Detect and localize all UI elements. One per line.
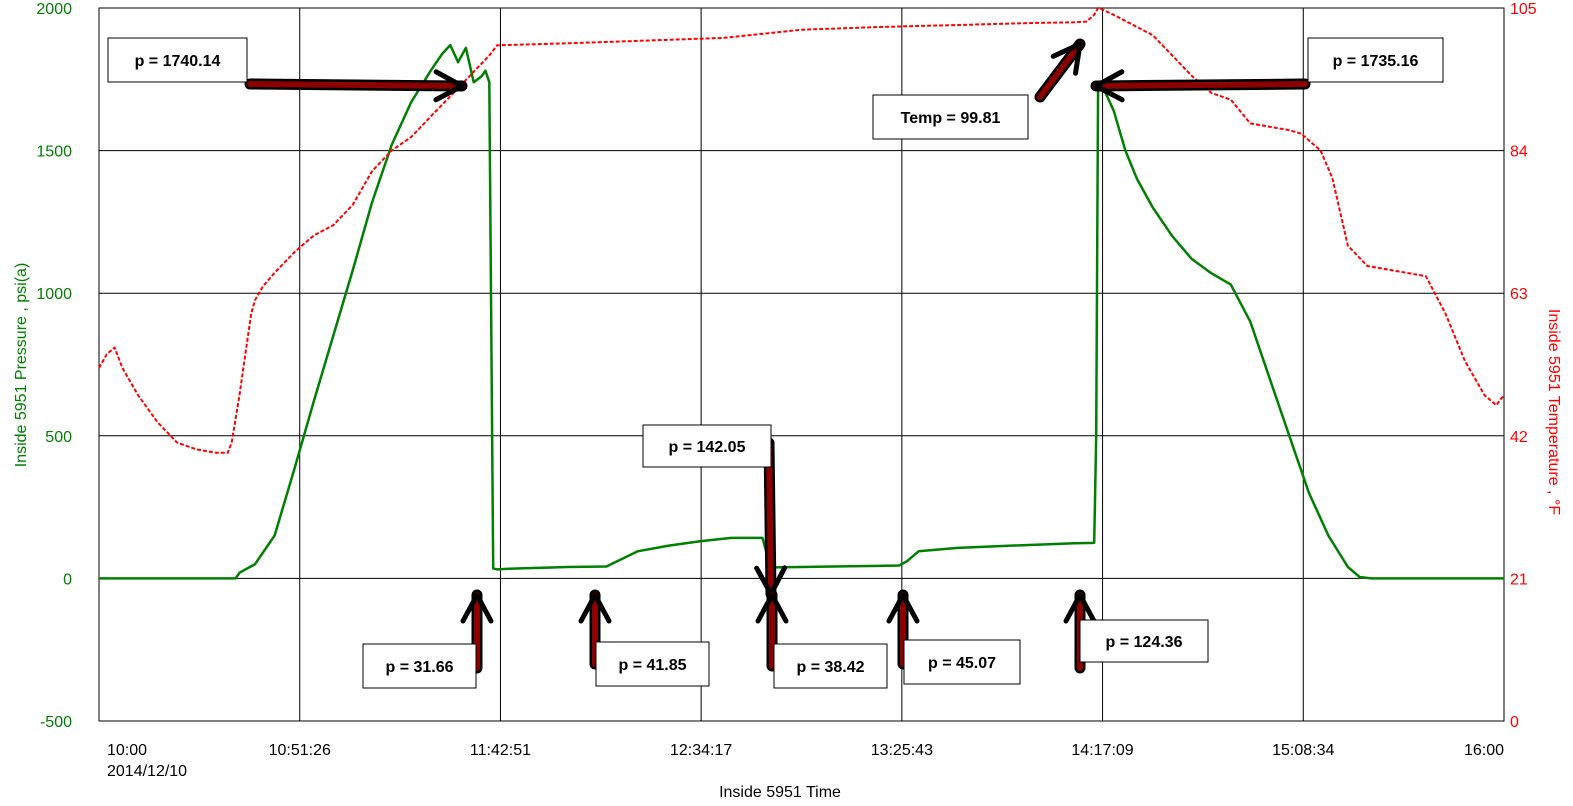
x-tick-label: 12:34:17 — [670, 742, 732, 759]
annotation-arrow-head — [1063, 592, 1097, 624]
annotation-arrow-head — [886, 592, 920, 624]
y-left-tick-label: 1500 — [36, 144, 72, 161]
annotation-label: p = 45.07 — [928, 655, 996, 672]
annotation-label: p = 41.85 — [618, 657, 686, 674]
annotation-label: p = 1740.14 — [135, 53, 221, 70]
y-right-tick-label: 63 — [1510, 286, 1528, 303]
annotation-arrow-head — [1050, 41, 1083, 76]
x-tick-label: 11:42:51 — [470, 742, 531, 759]
annotation-arrow-head — [578, 592, 612, 624]
y-left-tick-label: 500 — [45, 429, 72, 446]
x-tick-label: 13:25:43 — [871, 742, 933, 759]
annotation-box — [642, 424, 772, 468]
annotation-box — [107, 37, 248, 83]
y-right-tick-label: 105 — [1510, 1, 1537, 18]
annotation-box — [773, 643, 888, 689]
annotation-label: p = 124.36 — [1106, 634, 1183, 651]
y-left-tick-label: 2000 — [36, 1, 72, 18]
annotation-box — [903, 639, 1021, 685]
pressure-series-line — [99, 43, 1504, 580]
annotation-box — [362, 643, 477, 689]
y-right-axis-label: Inside 5951 Temperature , °F — [1545, 309, 1562, 515]
annotation-box — [872, 94, 1029, 140]
annotation-arrow — [1037, 41, 1083, 100]
annotation-box — [1079, 619, 1209, 663]
annotation-arrow-head — [433, 69, 465, 103]
y-left-tick-label: 0 — [63, 571, 72, 588]
x-axis-label: Inside 5951 Time — [719, 784, 841, 801]
y-right-tick-label: 42 — [1510, 429, 1528, 446]
x-date-label: 2014/12/10 — [107, 763, 187, 780]
tick-labels: -500 0 500 1000 1500 2000 0 21 42 63 84 105 10:00 10:… — [36, 1, 1536, 759]
plot-area-border — [98, 7, 1505, 722]
annotation-label: p = 1735.16 — [1333, 53, 1419, 70]
annotation-label: Temp = 99.81 — [901, 110, 1001, 127]
y-left-tick-label: -500 — [40, 714, 72, 731]
x-tick-label: 10:51:26 — [269, 742, 331, 759]
annotation-label: p = 142.05 — [669, 439, 746, 456]
annotation-box — [595, 641, 710, 687]
grid-lines — [98, 7, 1505, 722]
x-tick-label: 14:17:09 — [1071, 742, 1133, 759]
y-right-tick-label: 84 — [1510, 144, 1528, 161]
y-right-tick-label: 0 — [1510, 714, 1519, 731]
annotation-arrow-head — [460, 592, 494, 624]
annotation-label: p = 31.66 — [385, 659, 453, 676]
x-tick-label: 15:08:34 — [1272, 742, 1334, 759]
annotation-label: p = 38.42 — [796, 659, 864, 676]
x-tick-label: 10:00 — [107, 742, 147, 759]
annotation-arrow — [766, 440, 774, 597]
annotation-arrow-head — [1093, 69, 1125, 103]
x-tick-label: 16:00 — [1464, 742, 1504, 759]
annotation-layer: p = 1740.14 p = 1735.16 Temp = 99.81 p = 14… — [107, 37, 1444, 689]
annotation-arrow — [1093, 81, 1308, 89]
annotation-arrow — [247, 81, 465, 89]
annotation-arrow-head — [755, 592, 789, 624]
temperature-series-line — [98, 7, 1505, 454]
y-left-tick-label: 1000 — [36, 286, 72, 303]
y-left-axis-label: Inside 5951 Pressure , psi(a) — [13, 263, 30, 468]
annotation-box — [1307, 37, 1444, 83]
y-right-tick-label: 21 — [1510, 571, 1528, 588]
